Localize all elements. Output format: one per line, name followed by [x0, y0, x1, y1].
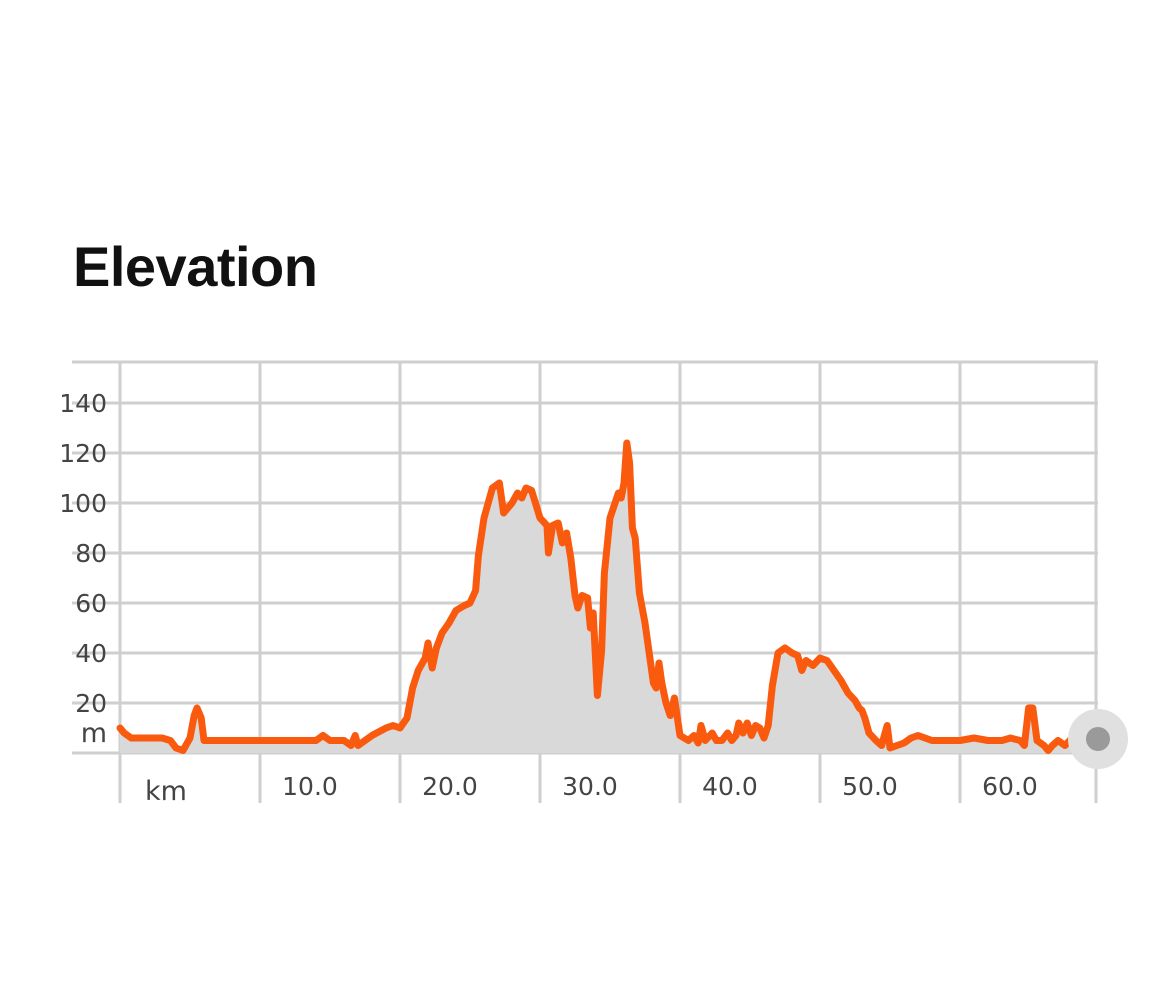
y-tick-label-120: 120 — [59, 439, 107, 468]
y-tick-label-140: 140 — [59, 389, 107, 418]
x-tick-label-20: 20.0 — [422, 772, 478, 801]
chart-scrub-layer[interactable] — [1068, 709, 1128, 769]
scrub-handle[interactable] — [1086, 727, 1110, 751]
x-tick-label-40: 40.0 — [702, 772, 758, 801]
y-tick-label-80: 80 — [75, 539, 107, 568]
y-tick-label-40: 40 — [75, 639, 107, 668]
elevation-line — [116, 439, 1086, 754]
chart-labels: 20 40 60 80 100 120 140 m 10.0 20.0 30.0 40.0 50.0 60… — [59, 389, 1038, 807]
x-tick-label-30: 30.0 — [562, 772, 618, 801]
page-title: Elevation — [73, 235, 318, 298]
y-axis-unit-label: m — [81, 718, 107, 749]
x-tick-label-10: 10.0 — [282, 772, 338, 801]
y-tick-label-60: 60 — [75, 589, 107, 618]
x-tick-label-50: 50.0 — [842, 772, 898, 801]
x-axis-unit-label: km — [145, 776, 187, 807]
y-tick-label-20: 20 — [75, 689, 107, 718]
x-tick-label-60: 60.0 — [982, 772, 1038, 801]
y-tick-label-100: 100 — [59, 489, 107, 518]
chart-line-layer — [116, 439, 1086, 754]
